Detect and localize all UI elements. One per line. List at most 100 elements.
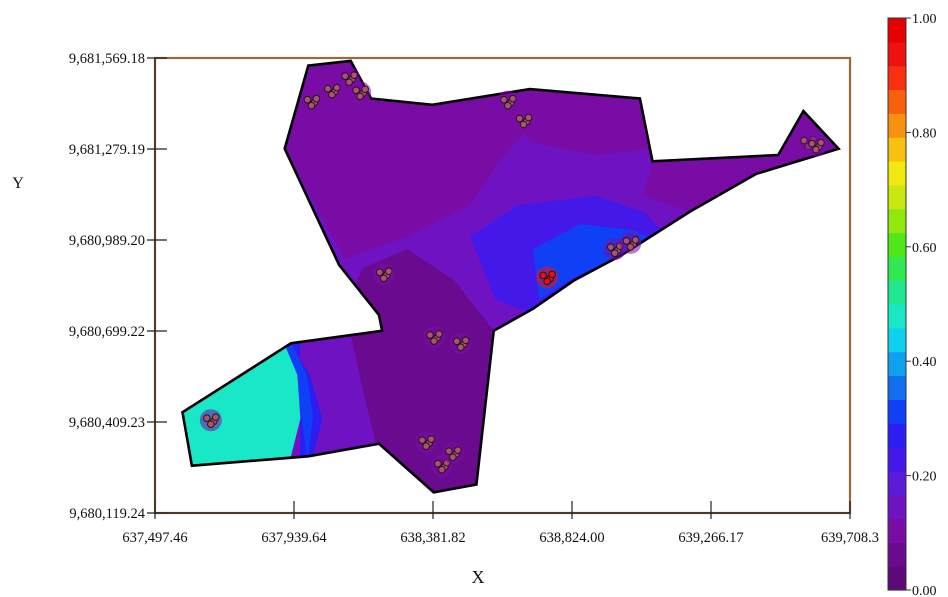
zone-0 [281,60,546,259]
x-tick-label: 639,266.17 [678,530,743,546]
sample-point [808,139,816,148]
sample-point [434,459,442,468]
colorbar-swatch [888,65,906,91]
sample-point [452,337,461,346]
sample-point [606,243,615,251]
y-tick-label: 9,680,119.24 [69,506,145,522]
colorbar-swatch [888,184,906,210]
zone-5 [479,89,650,155]
sample-point [622,237,631,245]
sample-point [456,343,465,352]
x-axis-label: X [472,567,485,587]
colorbar-tick-label: 0.20 [912,470,937,485]
sample-point [812,145,820,154]
y-tick-label: 9,680,989.20 [69,233,145,249]
colorbar-swatch [888,542,906,567]
colorbar-swatch [888,18,906,43]
study-area-boundary [181,59,841,494]
zone-8 [182,344,301,466]
colorbar: 1.00 0.80 0.60 0.40 0.20 0.00 [887,12,937,597]
sample-point [352,86,360,95]
colorbar-swatch [888,470,906,496]
sample-point [203,414,211,422]
colorbar-tick-label: 0.40 [912,355,937,370]
sample-point [631,236,640,244]
colorbar-swatch [888,232,906,257]
colorbar-swatch [888,41,906,67]
colorbar-swatch [888,161,906,186]
zone-1 [344,249,494,493]
colorbar-swatch [888,518,906,543]
colorbar-swatch [888,375,906,400]
sample-point [454,446,462,454]
colorbar-swatch [888,494,906,520]
x-tick-label: 637,939.64 [261,530,327,546]
zone-fills [182,60,839,493]
x-tick-label: 639,708.3 [821,530,879,546]
y-tick-label: 9,680,699.22 [69,324,145,340]
sample-point [435,330,443,338]
sample-point [438,465,446,474]
y-axis: 9,681,569.18 9,681,279.19 9,680,989.20 9,68… [69,51,167,522]
colorbar-swatch [888,351,906,377]
sample-point [548,270,556,279]
y-axis-label: Y [12,175,24,192]
sample-point [500,95,508,104]
colorbar-swatch [888,208,906,234]
y-tick-label: 9,681,279.19 [69,142,145,158]
sample-point [333,83,341,92]
colorbar-swatch [888,423,906,448]
sample-point [515,114,524,123]
sample-point [430,337,438,345]
colorbar-swatch [888,399,906,424]
sample-point [519,120,528,129]
colorbar-swatch [888,280,906,305]
sample-point [543,277,551,286]
sample-point [379,274,388,283]
colorbar-tick-label: 0.60 [912,241,937,256]
sample-point [445,447,453,455]
colorbar-swatch [888,256,906,281]
colorbar-swatch [888,447,906,472]
sample-point [626,243,635,251]
sample-point [341,72,349,80]
map-layer [181,59,841,494]
sample-point [345,78,353,86]
sample-point [426,331,434,339]
colorbar-swatch [888,304,906,329]
sample-point [384,267,393,276]
colorbar-swatch [888,566,906,591]
x-tick-label: 638,381.82 [400,530,465,546]
colorbar-tick-label: 0.80 [912,126,937,141]
sample-point [307,101,316,110]
x-tick-label: 637,497.46 [122,530,187,546]
sample-point [509,94,517,103]
sample-point [449,453,457,461]
sample-point [504,101,512,110]
sample-point [610,249,619,257]
x-axis: 637,497.46 637,939.64 638,381.82 638,824.00… [122,501,879,546]
sample-point [324,84,332,93]
zone-7 [284,343,313,457]
sample-point [356,92,364,101]
sample-point [375,268,384,277]
colorbar-swatch [888,327,906,353]
sample-point [461,336,470,345]
colorbar-tick-label: 0.00 [912,584,937,597]
sample-point [328,90,336,99]
sample-point [361,85,369,94]
sample-point [418,436,426,444]
sample-point [817,138,825,147]
sample-point [422,442,430,450]
sample-point [303,95,312,104]
colorbar-frame [887,17,907,591]
y-tick-label: 9,681,569.18 [69,51,145,67]
sample-point [539,271,547,280]
sample-point [212,413,220,421]
sample-point [312,94,321,103]
colorbar-swatch [888,113,906,138]
y-tick-label: 9,680,409.23 [69,415,145,431]
colorbar-tick-label: 1.00 [912,12,937,27]
sample-point [427,435,435,443]
